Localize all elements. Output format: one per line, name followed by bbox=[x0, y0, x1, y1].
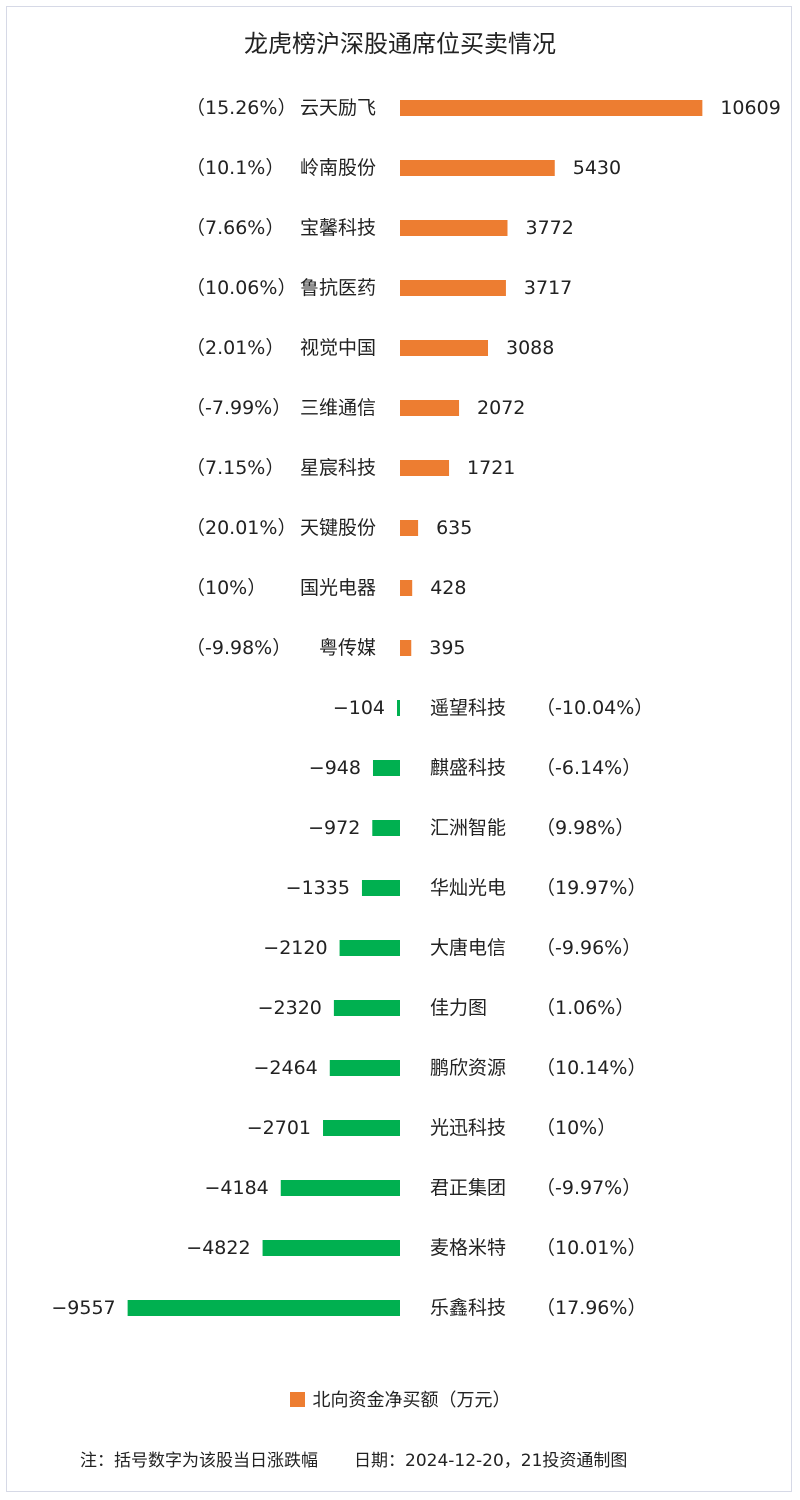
category-label: 鹏欣资源 bbox=[430, 1057, 506, 1079]
pct-label: （2.01%） bbox=[186, 337, 284, 359]
bar-negative bbox=[262, 1240, 400, 1256]
value-label: 635 bbox=[436, 517, 472, 539]
pct-label: （15.26%） bbox=[186, 97, 296, 119]
pct-label: （-10.04%） bbox=[536, 697, 653, 719]
bar-positive bbox=[400, 640, 412, 656]
value-label: 10609 bbox=[720, 97, 780, 119]
category-label: 国光电器 bbox=[300, 577, 376, 599]
pct-label: （-9.97%） bbox=[536, 1177, 641, 1199]
category-label: 麒盛科技 bbox=[430, 757, 506, 779]
pct-label: （10.06%） bbox=[186, 277, 296, 299]
bar-positive bbox=[400, 280, 506, 296]
chart-footer: 注：括号数字为该股当日涨跌幅 日期：2024-12-20，21投资通制图 bbox=[80, 1446, 627, 1471]
value-label: −104 bbox=[333, 697, 385, 719]
chart-legend: 北向资金净买额（万元） bbox=[0, 1386, 800, 1412]
pct-label: （10%） bbox=[186, 577, 266, 599]
value-label: −2701 bbox=[247, 1117, 311, 1139]
category-label: 星宸科技 bbox=[300, 457, 376, 479]
value-label: 3717 bbox=[524, 277, 572, 299]
pct-label: （9.98%） bbox=[536, 817, 634, 839]
bar-positive bbox=[400, 400, 460, 416]
chart-title: 龙虎榜沪深股通席位买卖情况 bbox=[244, 30, 556, 58]
category-label: 君正集团 bbox=[430, 1177, 506, 1199]
category-label: 视觉中国 bbox=[300, 337, 376, 359]
value-label: −1335 bbox=[286, 877, 350, 899]
value-label: 2072 bbox=[477, 397, 525, 419]
value-label: −2464 bbox=[253, 1057, 317, 1079]
bar-negative bbox=[127, 1300, 401, 1316]
bar-positive bbox=[400, 580, 413, 596]
bar-negative bbox=[280, 1180, 400, 1196]
category-label: 乐鑫科技 bbox=[430, 1297, 506, 1319]
category-label: 鲁抗医药 bbox=[300, 277, 376, 299]
category-label: 大唐电信 bbox=[430, 937, 506, 959]
bar-negative bbox=[329, 1060, 400, 1076]
pct-label: （-9.98%） bbox=[186, 637, 291, 659]
value-label: 5430 bbox=[573, 157, 621, 179]
bar-negative bbox=[339, 940, 400, 956]
bar-positive bbox=[400, 460, 450, 476]
bar-positive bbox=[400, 160, 555, 176]
pct-label: （7.15%） bbox=[186, 457, 284, 479]
bar-negative bbox=[361, 880, 400, 896]
pct-label: （-9.96%） bbox=[536, 937, 641, 959]
value-label: 3088 bbox=[506, 337, 554, 359]
pct-label: （19.97%） bbox=[536, 877, 646, 899]
bar-positive bbox=[400, 220, 508, 236]
value-label: −9557 bbox=[51, 1297, 115, 1319]
value-label: −948 bbox=[309, 757, 361, 779]
value-label: −4822 bbox=[186, 1237, 250, 1259]
pct-label: （10.01%） bbox=[536, 1237, 646, 1259]
pct-label: （7.66%） bbox=[186, 217, 284, 239]
category-label: 云天励飞 bbox=[300, 97, 376, 119]
pct-label: （17.96%） bbox=[536, 1297, 646, 1319]
category-label: 三维通信 bbox=[300, 397, 376, 419]
pct-label: （10%） bbox=[536, 1117, 616, 1139]
category-label: 天键股份 bbox=[300, 517, 376, 539]
footer-note: 注：括号数字为该股当日涨跌幅 bbox=[80, 1451, 318, 1471]
bar-negative bbox=[372, 760, 400, 776]
value-label: −2120 bbox=[263, 937, 327, 959]
category-label: 佳力图 bbox=[430, 997, 487, 1019]
category-label: 光迅科技 bbox=[430, 1117, 506, 1139]
pct-label: （10.14%） bbox=[536, 1057, 646, 1079]
bar-negative bbox=[372, 820, 400, 836]
pct-label: （1.06%） bbox=[536, 997, 634, 1019]
category-label: 汇洲智能 bbox=[430, 817, 506, 839]
value-label: 395 bbox=[429, 637, 465, 659]
legend-label: 北向资金净买额（万元） bbox=[312, 1390, 511, 1411]
pct-label: （20.01%） bbox=[186, 517, 296, 539]
category-label: 粤传媒 bbox=[319, 637, 376, 659]
pct-label: （-6.14%） bbox=[536, 757, 641, 779]
value-label: −4184 bbox=[204, 1177, 268, 1199]
bar-positive bbox=[400, 340, 489, 356]
value-label: 428 bbox=[430, 577, 466, 599]
value-label: 1721 bbox=[467, 457, 515, 479]
bar-positive bbox=[400, 100, 703, 116]
category-label: 宝馨科技 bbox=[300, 217, 376, 239]
value-label: −972 bbox=[308, 817, 360, 839]
bar-negative bbox=[397, 700, 400, 716]
category-label: 遥望科技 bbox=[430, 697, 506, 719]
category-label: 麦格米特 bbox=[430, 1237, 506, 1259]
bar-positive bbox=[400, 520, 419, 536]
legend-swatch bbox=[289, 1392, 305, 1407]
chart-frame bbox=[6, 6, 792, 1492]
pct-label: （10.1%） bbox=[186, 157, 284, 179]
bar-negative bbox=[323, 1120, 400, 1136]
value-label: −2320 bbox=[258, 997, 322, 1019]
footer-date: 日期：2024-12-20，21投资通制图 bbox=[354, 1451, 628, 1471]
pct-label: （-7.99%） bbox=[186, 397, 291, 419]
category-label: 华灿光电 bbox=[430, 877, 506, 899]
category-label: 岭南股份 bbox=[300, 157, 376, 179]
value-label: 3772 bbox=[526, 217, 574, 239]
bar-negative bbox=[333, 1000, 400, 1016]
